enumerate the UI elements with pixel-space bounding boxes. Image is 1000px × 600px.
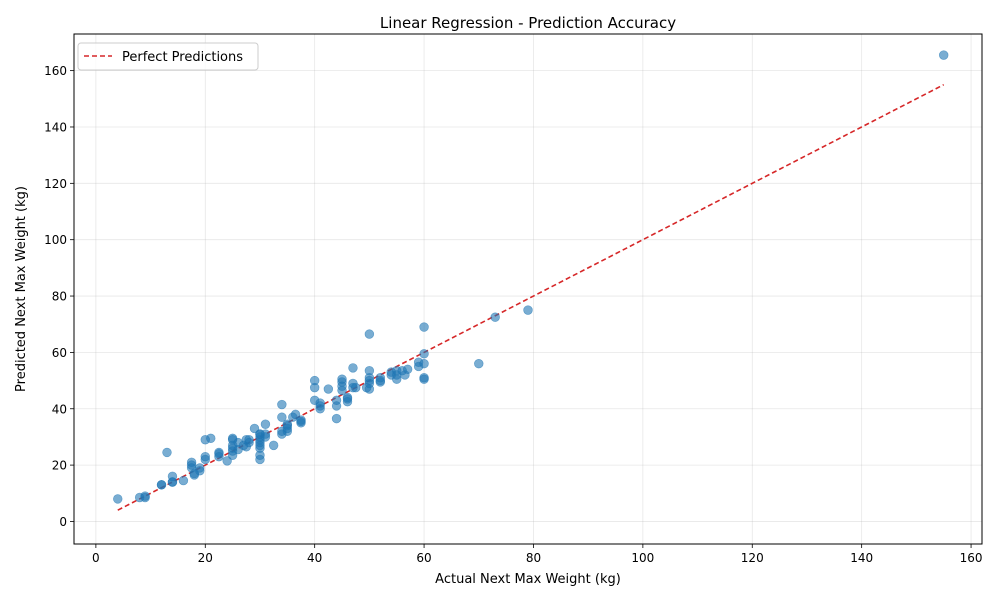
data-point bbox=[419, 358, 429, 369]
data-point bbox=[290, 409, 301, 420]
legend-label: Perfect Predictions bbox=[122, 50, 243, 65]
data-point bbox=[178, 475, 189, 486]
x-tick-label: 60 bbox=[416, 551, 431, 565]
data-point bbox=[260, 429, 271, 439]
y-tick-label: 20 bbox=[52, 459, 67, 473]
x-tick-label: 80 bbox=[526, 551, 541, 565]
data-point bbox=[167, 471, 178, 482]
y-tick-label: 0 bbox=[59, 515, 67, 529]
data-point bbox=[249, 423, 260, 434]
data-point bbox=[337, 374, 347, 384]
data-point bbox=[474, 358, 484, 369]
plot-frame bbox=[73, 33, 983, 545]
x-tick-label: 160 bbox=[960, 551, 983, 565]
legend-box bbox=[77, 42, 259, 71]
data-point bbox=[402, 364, 413, 375]
data-point bbox=[323, 384, 334, 394]
x-tick-label: 100 bbox=[631, 551, 654, 565]
data-point bbox=[113, 494, 123, 504]
x-axis-label: Actual Next Max Weight (kg) bbox=[435, 572, 621, 587]
x-tick-label: 20 bbox=[198, 551, 213, 565]
legend: Perfect Predictions bbox=[77, 42, 259, 71]
data-point bbox=[331, 413, 342, 424]
data-point bbox=[419, 349, 429, 359]
points-layer bbox=[113, 50, 949, 504]
data-point bbox=[315, 401, 325, 411]
x-tick-label: 140 bbox=[850, 551, 873, 565]
data-point bbox=[364, 366, 375, 376]
data-point bbox=[162, 447, 172, 458]
data-point bbox=[277, 399, 287, 410]
data-point bbox=[140, 491, 150, 501]
x-tick-label: 40 bbox=[307, 551, 322, 565]
data-point bbox=[419, 373, 429, 383]
data-point bbox=[523, 305, 533, 315]
data-point bbox=[268, 440, 279, 451]
data-point bbox=[331, 395, 342, 405]
data-point bbox=[309, 375, 320, 386]
data-point bbox=[206, 433, 216, 444]
data-point bbox=[277, 412, 287, 422]
y-tick-label: 40 bbox=[52, 402, 67, 416]
x-tick-label: 120 bbox=[741, 551, 764, 565]
data-point bbox=[200, 451, 210, 462]
data-point bbox=[195, 463, 205, 473]
y-tick-label: 100 bbox=[44, 233, 67, 247]
data-point bbox=[939, 50, 949, 60]
y-axis-label: Predicted Next Max Weight (kg) bbox=[14, 186, 29, 392]
data-point bbox=[342, 394, 353, 404]
data-point bbox=[214, 449, 224, 459]
chart-title: Linear Regression - Prediction Accuracy bbox=[380, 14, 676, 32]
x-tick-label: 0 bbox=[92, 551, 100, 565]
data-point bbox=[364, 329, 375, 339]
data-point bbox=[350, 382, 361, 393]
y-tick-label: 120 bbox=[44, 177, 67, 191]
y-tick-label: 80 bbox=[52, 290, 67, 304]
ticks: 0 20 40 60 80 100 120 140 160 0 20 40 60 80 100 120 140 1… bbox=[44, 64, 982, 565]
data-point bbox=[490, 312, 500, 322]
data-point bbox=[282, 419, 293, 429]
y-tick-label: 140 bbox=[44, 120, 67, 134]
data-point bbox=[260, 419, 271, 429]
data-point bbox=[244, 435, 254, 445]
data-point bbox=[156, 480, 167, 490]
data-point bbox=[222, 456, 232, 466]
data-point bbox=[419, 322, 429, 332]
y-tick-label: 160 bbox=[44, 64, 67, 78]
data-point bbox=[375, 375, 386, 386]
y-tick-label: 60 bbox=[52, 346, 67, 360]
data-point bbox=[348, 363, 358, 373]
data-point bbox=[296, 416, 306, 427]
